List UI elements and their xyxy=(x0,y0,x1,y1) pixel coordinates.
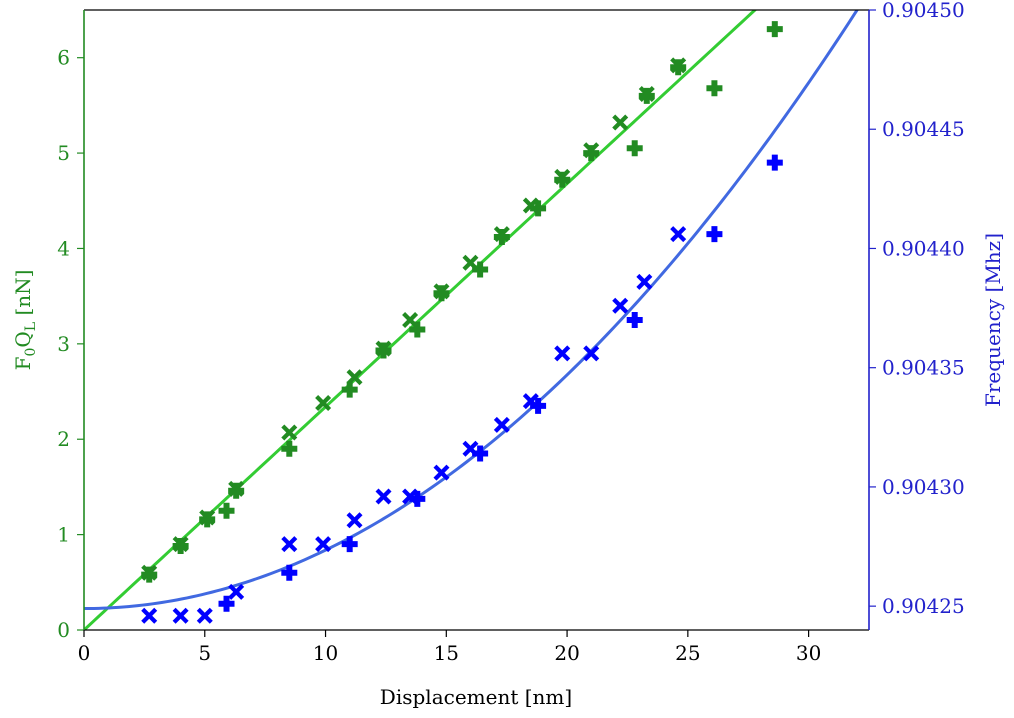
frequency-plus-marker xyxy=(281,564,298,581)
force-x-marker xyxy=(346,369,363,386)
frequency-x-marker xyxy=(375,488,392,505)
left-y-tick-label: 3 xyxy=(57,332,70,356)
x-tick-label: 10 xyxy=(313,641,338,665)
force-plus-marker xyxy=(493,229,510,246)
frequency-x-marker xyxy=(636,273,653,290)
force-x-marker xyxy=(402,312,419,328)
frequency-plus-marker xyxy=(472,445,489,462)
force-plus-marker xyxy=(472,261,489,278)
right-y-tick-label: 0.90430 xyxy=(882,475,965,499)
force-plus-marker xyxy=(228,482,245,499)
x-axis-title: Displacement [nm] xyxy=(380,685,572,709)
x-tick-label: 0 xyxy=(78,641,91,665)
force-plus-marker xyxy=(638,87,655,104)
frequency-x-marker xyxy=(228,583,245,600)
force-plus-marker xyxy=(554,171,571,188)
frequency-x-marker xyxy=(196,607,213,624)
frequency-plus-marker xyxy=(626,312,643,328)
x-tick-label: 30 xyxy=(796,641,821,665)
frequency-plus-marker xyxy=(766,154,783,171)
right-y-axis: 0.90425 0.90430 0.90435 0.90440 0.90445 0.904… xyxy=(869,0,965,618)
force-x-marker xyxy=(612,114,629,131)
left-y-tick-label: 4 xyxy=(57,236,70,260)
left-y-tick-label: 2 xyxy=(57,427,70,451)
frequency-x-marker xyxy=(554,345,571,362)
right-y-tick-label: 0.90450 xyxy=(882,0,965,22)
plot-area xyxy=(84,10,859,630)
frequency-plus-marker xyxy=(706,226,723,243)
force-plus-marker xyxy=(433,285,450,302)
force-plus-marker xyxy=(141,566,158,583)
force-plus-marker xyxy=(766,21,783,38)
left-y-tick-label: 1 xyxy=(57,523,70,547)
left-y-axis: 0 1 2 3 4 5 6 xyxy=(57,46,84,642)
frequency-x-marker xyxy=(612,297,629,314)
frequency-x-marker xyxy=(141,607,158,624)
force-fit-line xyxy=(84,10,758,630)
left-y-tick-label: 6 xyxy=(57,46,70,70)
frequency-plus-marker xyxy=(218,595,235,612)
axes-frame xyxy=(83,9,870,631)
frequency-x-marker xyxy=(433,464,450,481)
force-x-marker xyxy=(281,424,298,441)
left-y-tick-label: 5 xyxy=(57,141,70,165)
frequency-x-marker xyxy=(346,512,363,529)
force-x-marker xyxy=(315,394,332,411)
force-plus-marker xyxy=(626,140,643,157)
force-plus-marker xyxy=(409,321,426,338)
x-tick-label: 25 xyxy=(675,641,700,665)
frequency-x-marker xyxy=(493,416,510,433)
force-plus-marker xyxy=(218,502,235,519)
force-plus-marker xyxy=(375,342,392,359)
frequency-x-marker xyxy=(172,607,189,624)
x-tick-label: 15 xyxy=(434,641,459,665)
frequency-plus-marker xyxy=(409,490,426,507)
x-tick-label: 20 xyxy=(554,641,579,665)
frequency-x-marker xyxy=(670,226,687,243)
x-tick-label: 5 xyxy=(198,641,211,665)
right-y-tick-label: 0.90425 xyxy=(882,594,965,618)
force-plus-marker xyxy=(199,511,216,528)
left-y-tick-label: 0 xyxy=(57,618,70,642)
force-plus-marker xyxy=(341,381,358,398)
frequency-plus-marker xyxy=(530,397,547,414)
force-plus-marker xyxy=(281,440,298,457)
force-plus-marker xyxy=(706,80,723,97)
force-plus-marker xyxy=(172,538,189,555)
force-plus-marker xyxy=(670,59,687,76)
force-plus-marker xyxy=(530,200,547,217)
x-axis: 0 5 10 15 20 25 30 xyxy=(78,630,821,665)
frequency-x-marker xyxy=(315,536,332,553)
right-y-tick-label: 0.90435 xyxy=(882,356,965,380)
right-y-axis-title: Frequency [Mhz] xyxy=(981,233,1005,407)
frequency-x-marker xyxy=(583,345,600,362)
left-y-axis-title: F0QL [nN] xyxy=(11,270,39,371)
force-plus-marker xyxy=(583,145,600,162)
right-y-tick-label: 0.90440 xyxy=(882,236,965,260)
frequency-plus-marker xyxy=(341,536,358,553)
frequency-x-marker xyxy=(281,536,298,553)
right-y-tick-label: 0.90445 xyxy=(882,117,965,141)
